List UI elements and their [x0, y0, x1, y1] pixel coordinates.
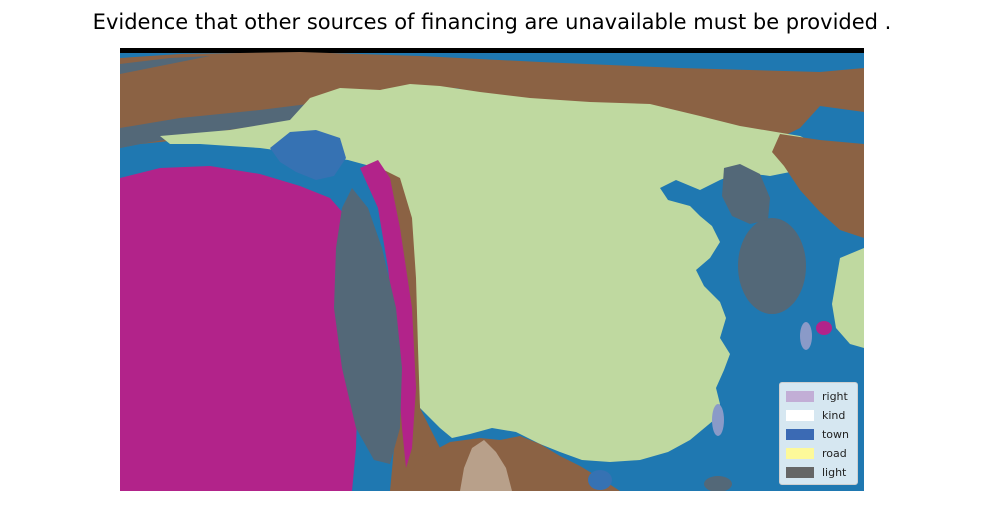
top-border — [120, 48, 864, 53]
magenta-region — [120, 166, 358, 491]
map-title: Evidence that other sources of financing… — [92, 10, 892, 34]
small-slate-island — [704, 476, 732, 491]
legend-label: town — [821, 428, 849, 441]
legend-item: kind — [785, 406, 849, 425]
magenta-strip — [360, 160, 416, 468]
small-lavender-island — [800, 322, 812, 350]
north-slate-sliver — [120, 56, 210, 74]
map-legend: right kind town road light — [778, 382, 858, 485]
east-slate-patch — [722, 164, 770, 224]
blue-patch — [270, 130, 346, 180]
east-green-island — [832, 248, 864, 348]
east-slate-oval — [738, 218, 806, 314]
map-canvas — [120, 48, 864, 491]
small-magenta-island — [816, 321, 832, 335]
legend-item: light — [785, 463, 849, 482]
legend-swatch — [785, 391, 814, 402]
legend-swatch — [785, 467, 814, 478]
small-blue-island — [588, 470, 612, 490]
legend-label: road — [821, 447, 847, 460]
legend-swatch — [785, 410, 814, 421]
legend-label: kind — [821, 409, 846, 422]
legend-item: road — [785, 444, 849, 463]
map-panel: right kind town road light — [120, 48, 864, 491]
legend-item: town — [785, 425, 849, 444]
main-landmass — [160, 84, 826, 462]
legend-label: light — [821, 466, 847, 479]
legend-label: right — [821, 390, 848, 403]
legend-swatch — [785, 429, 814, 440]
legend-swatch — [785, 448, 814, 459]
south-brown-region — [400, 436, 620, 491]
slate-lens — [334, 188, 402, 464]
south-tan-region — [460, 440, 512, 491]
legend-item: right — [785, 387, 849, 406]
east-brown-region — [772, 134, 864, 238]
small-island-south — [712, 404, 724, 436]
